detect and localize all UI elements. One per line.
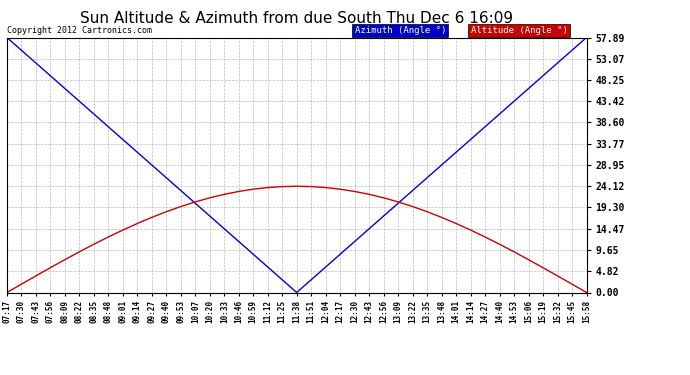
Text: Azimuth (Angle °): Azimuth (Angle °): [355, 26, 446, 35]
Text: Copyright 2012 Cartronics.com: Copyright 2012 Cartronics.com: [7, 26, 152, 35]
Text: Altitude (Angle °): Altitude (Angle °): [471, 26, 567, 35]
Text: Sun Altitude & Azimuth from due South Thu Dec 6 16:09: Sun Altitude & Azimuth from due South Th…: [80, 11, 513, 26]
